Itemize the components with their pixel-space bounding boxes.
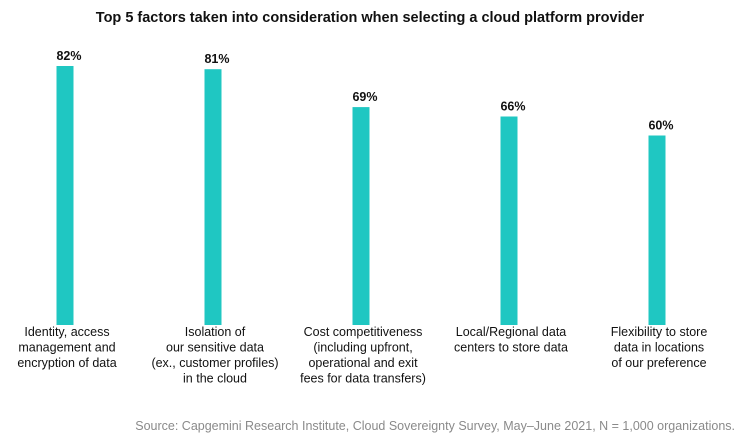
bar [204,69,222,325]
source-note: Source: Capgemini Research Institute, Cl… [135,419,735,433]
category-label-line: encryption of data [17,356,116,370]
category-label: Identity, access management and encryption… [17,325,116,370]
category-label-line: Flexibility to store [611,325,708,339]
category-label: Local/Regional data centers to store data [454,325,568,355]
bars-layer [56,66,666,325]
bar [56,66,74,325]
value-label: 66% [500,100,525,114]
category-label-line: in the cloud [183,372,247,386]
category-label-line: Local/Regional data [456,325,567,339]
bar [648,135,666,325]
category-label-line: operational and exit [308,356,418,370]
value-label: 81% [204,52,229,66]
value-labels-layer: 82% 81% 69% 66% 60% [56,49,673,133]
category-label-line: centers to store data [454,341,568,355]
category-label-line: (including upfront, [313,341,412,355]
bar [500,116,518,325]
category-label: Flexibility to store data in locations of … [611,325,708,370]
value-label: 60% [648,119,673,133]
category-label-line: of our preference [611,356,706,370]
category-label-line: Identity, access [24,325,109,339]
category-label-line: (ex., customer profiles) [151,356,278,370]
category-label-line: management and [18,341,115,355]
category-labels-layer: Identity, access management and encryption… [17,325,707,386]
value-label: 82% [56,49,81,63]
category-label-line: Cost competitiveness [304,325,423,339]
category-label: Cost competitiveness (including upfront, o… [300,325,426,386]
chart-title: Top 5 factors taken into consideration w… [96,10,645,26]
value-label: 69% [352,90,377,104]
category-label-line: our sensitive data [166,341,264,355]
bar [352,107,370,325]
category-label-line: fees for data transfers) [300,372,426,386]
category-label-line: Isolation of [185,325,246,339]
category-label-line: data in locations [614,341,704,355]
category-label: Isolation of our sensitive data (ex., cust… [151,325,278,386]
